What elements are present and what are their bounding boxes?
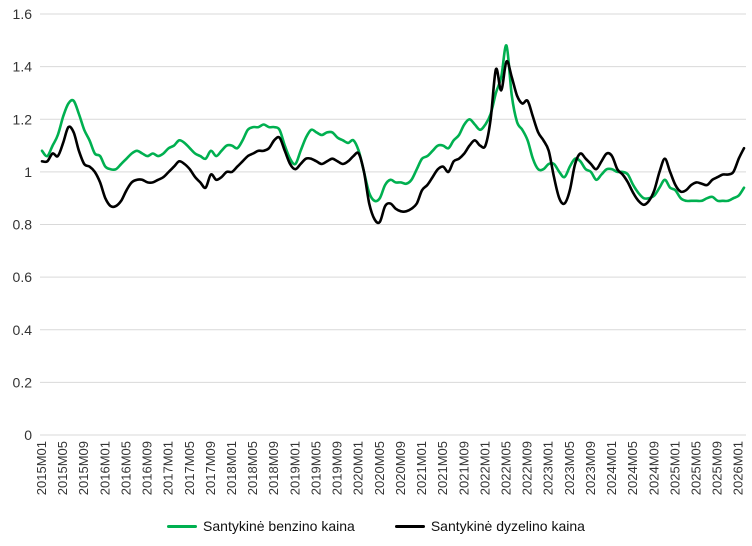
svg-text:2024M05: 2024M05	[625, 441, 640, 495]
svg-text:1: 1	[24, 164, 32, 180]
svg-text:2021M05: 2021M05	[435, 441, 450, 495]
legend-label-benzino: Santykinė benzino kaina	[203, 518, 355, 534]
legend-label-dyzelino: Santykinė dyzelino kaina	[430, 518, 585, 534]
svg-text:2025M09: 2025M09	[710, 441, 725, 495]
svg-text:2019M05: 2019M05	[308, 441, 323, 495]
svg-text:2020M01: 2020M01	[351, 441, 366, 495]
svg-text:2018M05: 2018M05	[245, 441, 260, 495]
y-gridlines	[40, 13, 746, 436]
svg-text:2016M09: 2016M09	[140, 441, 155, 495]
svg-text:2025M05: 2025M05	[688, 441, 703, 495]
svg-text:2015M05: 2015M05	[55, 441, 70, 495]
svg-text:2021M01: 2021M01	[414, 441, 429, 495]
svg-text:2022M09: 2022M09	[520, 441, 535, 495]
svg-text:2022M05: 2022M05	[498, 441, 513, 495]
svg-text:2026M01: 2026M01	[731, 441, 746, 495]
series-line-0	[40, 44, 746, 203]
svg-text:2019M09: 2019M09	[330, 441, 345, 495]
x-axis-labels: 2015M01 2015M05 2015M09 2016M01 2016M05 2016M…	[34, 441, 746, 495]
svg-text:2023M09: 2023M09	[583, 441, 598, 495]
svg-text:2023M01: 2023M01	[541, 441, 556, 495]
svg-text:2018M09: 2018M09	[266, 441, 281, 495]
svg-text:2024M09: 2024M09	[646, 441, 661, 495]
svg-text:0: 0	[24, 427, 32, 443]
svg-text:1.2: 1.2	[13, 111, 33, 127]
svg-text:0.4: 0.4	[13, 322, 33, 338]
svg-text:2017M05: 2017M05	[182, 441, 197, 495]
svg-text:2017M01: 2017M01	[161, 441, 176, 495]
series-lines	[40, 44, 746, 225]
svg-text:0.8: 0.8	[13, 217, 33, 233]
svg-text:2023M05: 2023M05	[562, 441, 577, 495]
svg-text:2016M05: 2016M05	[118, 441, 133, 495]
svg-text:0.6: 0.6	[13, 269, 33, 285]
svg-text:2016M01: 2016M01	[97, 441, 112, 495]
svg-text:2024M01: 2024M01	[604, 441, 619, 495]
svg-text:2015M09: 2015M09	[76, 441, 91, 495]
svg-text:2017M09: 2017M09	[203, 441, 218, 495]
legend-item-benzino: Santykinė benzino kaina	[167, 518, 355, 534]
dyzelino-line-swatch	[394, 524, 425, 528]
chart-legend: Santykinė benzino kaina Santykinė dyzeli…	[0, 518, 752, 534]
svg-text:2022M01: 2022M01	[477, 441, 492, 495]
svg-text:1.4: 1.4	[13, 59, 33, 75]
svg-text:1.6: 1.6	[13, 6, 33, 22]
svg-text:2015M01: 2015M01	[34, 441, 49, 495]
svg-text:2020M09: 2020M09	[393, 441, 408, 495]
y-axis-labels: 0 0.2 0.4 0.6 0.8 1 1.2 1.4 1.6	[13, 6, 33, 443]
svg-text:2021M09: 2021M09	[456, 441, 471, 495]
series-line-1	[40, 59, 746, 225]
svg-text:2020M05: 2020M05	[372, 441, 387, 495]
svg-text:0.2: 0.2	[13, 374, 33, 390]
legend-item-dyzelino: Santykinė dyzelino kaina	[394, 518, 585, 534]
svg-text:2019M01: 2019M01	[287, 441, 302, 495]
benzino-line-swatch	[167, 524, 198, 528]
svg-text:2025M01: 2025M01	[667, 441, 682, 495]
svg-text:2018M01: 2018M01	[224, 441, 239, 495]
